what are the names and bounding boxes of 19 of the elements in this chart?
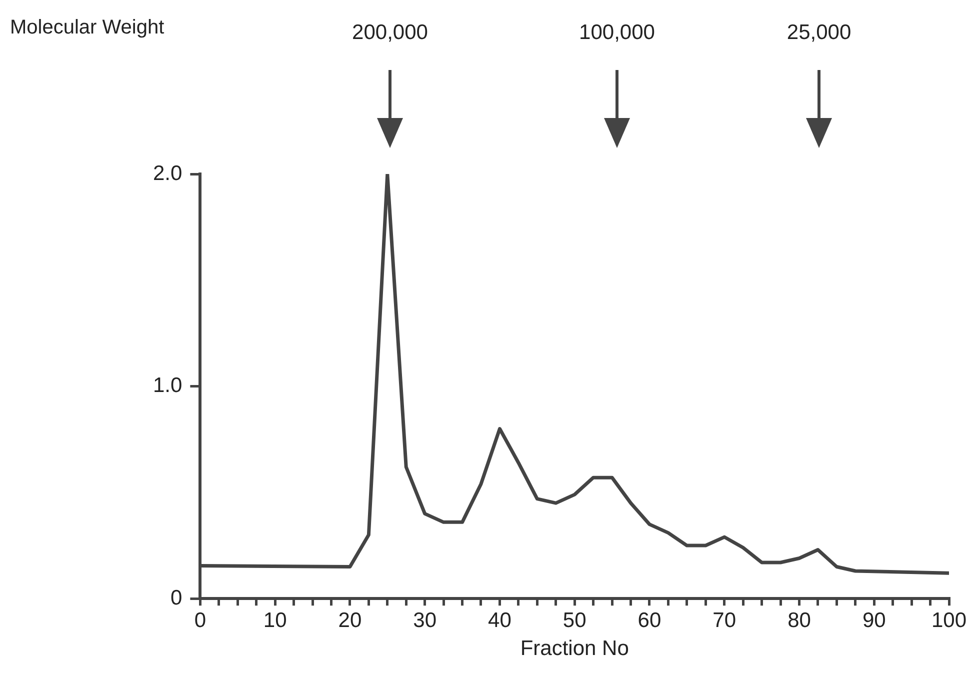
x-axis-title: Fraction No	[520, 637, 629, 660]
x-tick-label: 60	[638, 608, 662, 632]
text: 200,000	[352, 20, 428, 44]
x-tick-label: 10	[263, 608, 287, 632]
y-tick-label: 2.0	[152, 162, 182, 185]
x-tick-label: 90	[862, 608, 886, 632]
x-tick-label: 40	[488, 608, 512, 632]
y-tick-label: 1.0	[152, 374, 182, 398]
x-tick-label: 0	[194, 608, 206, 632]
x-tick-label: 20	[338, 608, 362, 632]
x-tick-label: 50	[562, 608, 586, 632]
text: 100,000	[579, 20, 655, 44]
text: Molecular Weight	[10, 16, 165, 39]
x-tick-label: 70	[712, 608, 736, 632]
y-tick-label: 0	[170, 586, 182, 610]
x-tick-label: 80	[788, 608, 811, 632]
x-tick-label: 100	[931, 608, 967, 632]
x-tick-label: 30	[413, 608, 437, 632]
text: 25,000	[786, 20, 852, 44]
